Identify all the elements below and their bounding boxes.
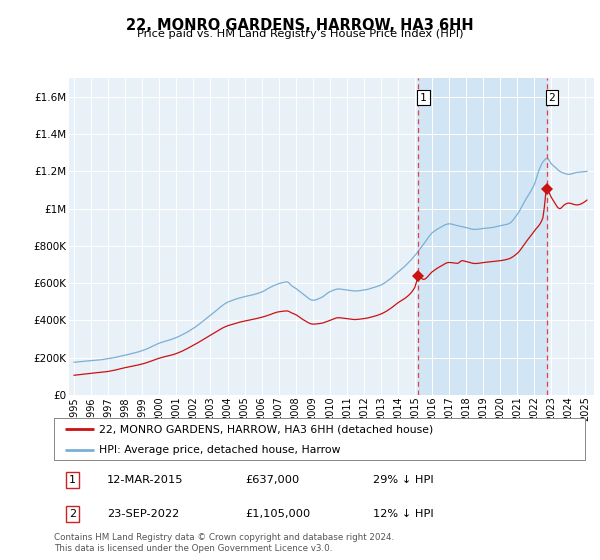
- Text: £1,105,000: £1,105,000: [245, 508, 310, 519]
- Text: 29% ↓ HPI: 29% ↓ HPI: [373, 475, 433, 486]
- Text: Price paid vs. HM Land Registry’s House Price Index (HPI): Price paid vs. HM Land Registry’s House …: [137, 29, 463, 39]
- Text: 1: 1: [69, 475, 76, 486]
- Text: 22, MONRO GARDENS, HARROW, HA3 6HH (detached house): 22, MONRO GARDENS, HARROW, HA3 6HH (deta…: [99, 424, 433, 434]
- Text: 2: 2: [548, 92, 555, 102]
- Text: £637,000: £637,000: [245, 475, 299, 486]
- Text: 22, MONRO GARDENS, HARROW, HA3 6HH: 22, MONRO GARDENS, HARROW, HA3 6HH: [126, 18, 474, 33]
- Text: 12-MAR-2015: 12-MAR-2015: [107, 475, 184, 486]
- Text: HPI: Average price, detached house, Harrow: HPI: Average price, detached house, Harr…: [99, 445, 341, 455]
- Text: 12% ↓ HPI: 12% ↓ HPI: [373, 508, 433, 519]
- Text: 2: 2: [69, 508, 76, 519]
- Bar: [418, 78, 547, 395]
- Text: 23-SEP-2022: 23-SEP-2022: [107, 508, 179, 519]
- Text: 1: 1: [420, 92, 427, 102]
- Text: Contains HM Land Registry data © Crown copyright and database right 2024.
This d: Contains HM Land Registry data © Crown c…: [54, 533, 394, 553]
